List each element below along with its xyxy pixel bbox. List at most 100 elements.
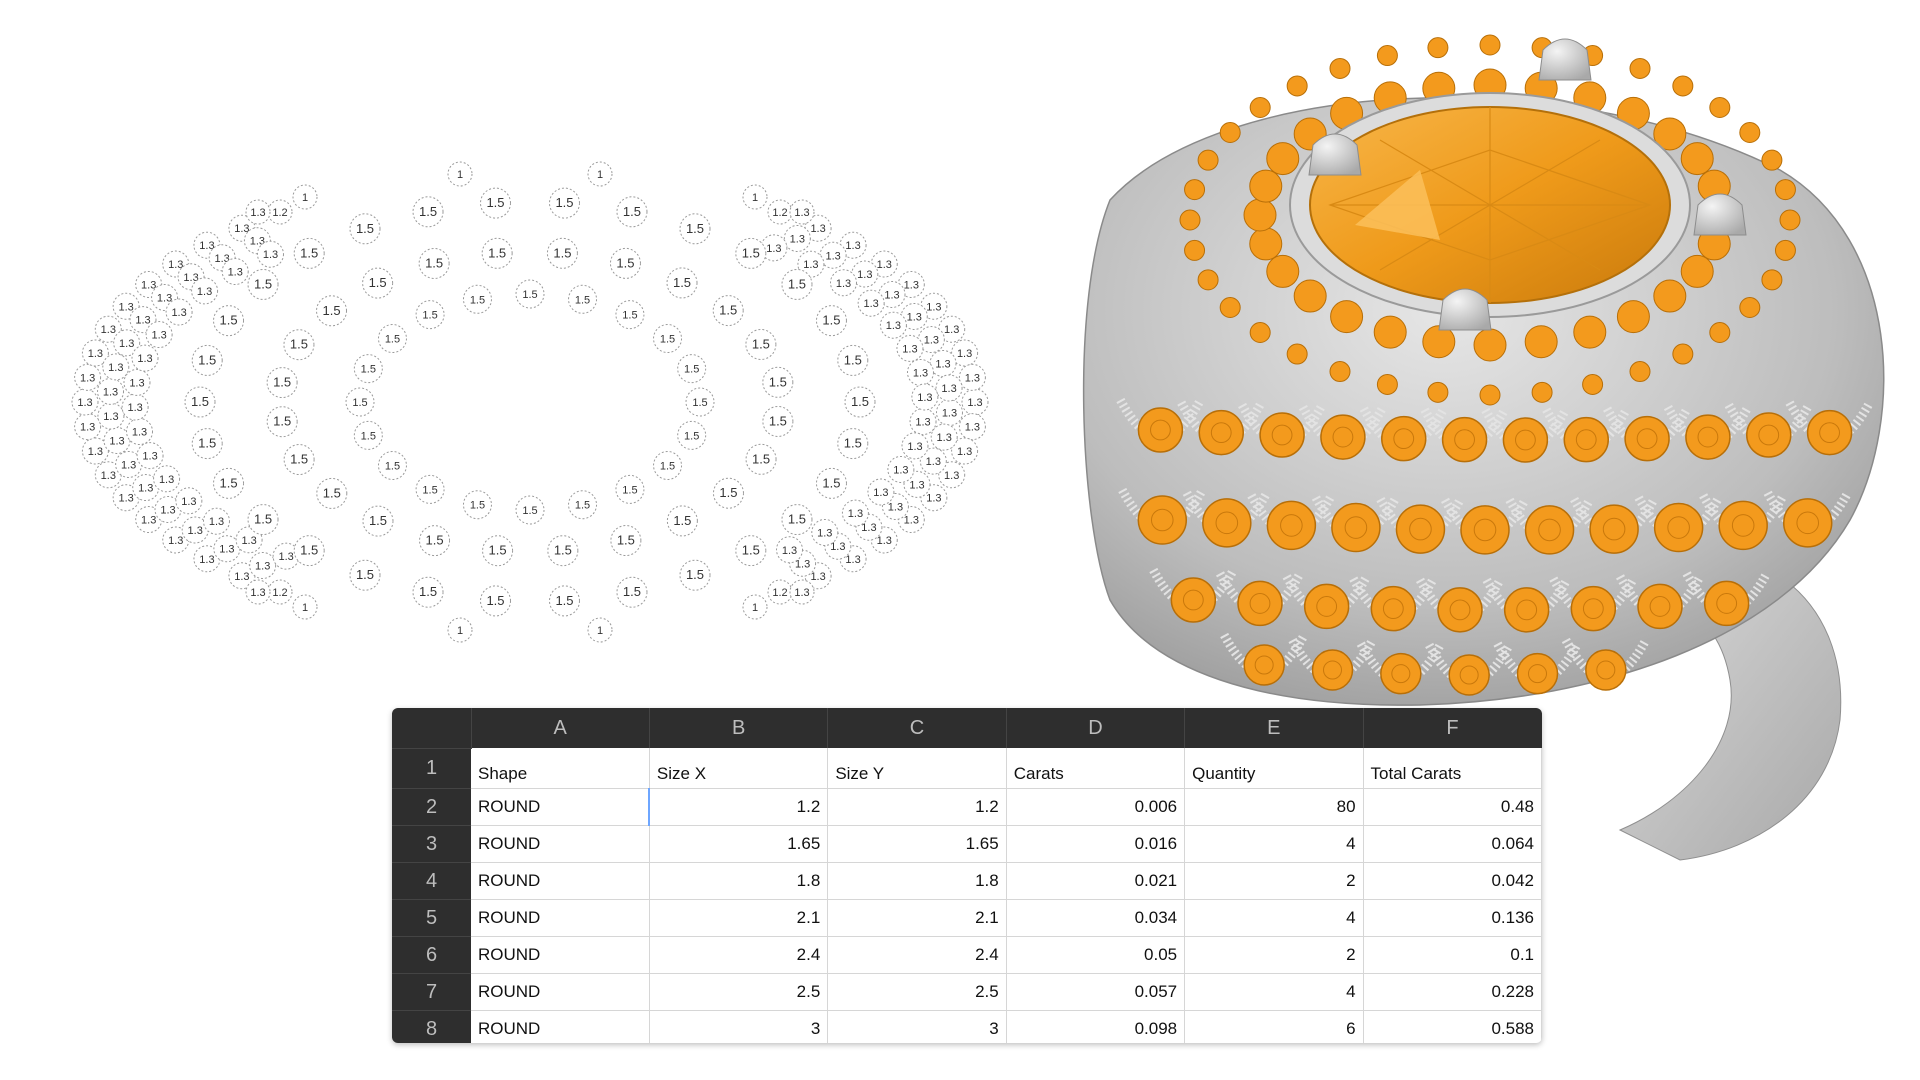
cell-quantity-header[interactable]: Quantity [1184,748,1364,789]
cell-size-y[interactable]: 2.5 [827,973,1007,1011]
cell-quantity[interactable]: 6 [1184,1010,1364,1043]
row-header[interactable]: 6 [392,936,471,974]
cell-size-y[interactable]: 1.8 [827,862,1007,900]
cell-size-y[interactable]: 1.65 [827,825,1007,863]
cell-size-y-header[interactable]: Size Y [827,748,1007,789]
row-header[interactable]: 5 [392,899,471,937]
stone-size-label: 1.3 [794,587,809,599]
row-header[interactable]: 4 [392,862,471,900]
cell-quantity[interactable]: 4 [1184,973,1364,1011]
cell-quantity[interactable]: 2 [1184,862,1364,900]
cell-carats[interactable]: 0.034 [1006,899,1186,937]
stone-size-label: 1.5 [822,475,840,490]
stone-size-label: 1.5 [692,397,707,409]
stone-marker: 1.3 [228,562,256,590]
stone-size-label: 1.3 [941,383,956,395]
stone-marker: 1.3 [112,484,140,512]
column-header-e[interactable]: E [1184,708,1364,748]
gem-facet [1758,424,1780,446]
table-row: 3 ROUND 1.65 1.65 0.016 4 0.064 [392,825,1542,863]
stone-marker: 1.3 [839,231,867,259]
table-row: 6 ROUND 2.4 2.4 0.05 2 0.1 [392,936,1542,974]
outer-halo-gem [1329,57,1351,79]
stone-size-label: 1.3 [121,459,136,471]
stone-marker: 1.3 [887,455,915,483]
row-header[interactable]: 3 [392,825,471,863]
cell-size-x[interactable]: 2.4 [649,936,829,974]
cell-size-x[interactable]: 3 [649,1010,829,1043]
stone-size-label: 1.5 [622,484,637,496]
cell-total-carats[interactable]: 0.1 [1363,936,1542,974]
cell-size-y[interactable]: 3 [827,1010,1007,1043]
cell-carats[interactable]: 0.057 [1006,973,1186,1011]
outer-halo-gem [1197,269,1219,291]
cell-carats[interactable]: 0.021 [1006,862,1186,900]
cell-total-carats[interactable]: 0.064 [1363,825,1542,863]
cell-shape[interactable]: ROUND [471,973,650,1011]
cell-size-x[interactable]: 1.2 [648,788,829,826]
stone-marker: 1.3 [102,353,130,381]
row-header[interactable]: 7 [392,973,471,1011]
cell-quantity[interactable]: 2 [1184,936,1364,974]
stone-marker: 1.5 [482,535,514,567]
cell-size-x[interactable]: 2.5 [649,973,829,1011]
cell-size-x[interactable]: 1.8 [649,862,829,900]
column-header-f[interactable]: F [1362,708,1542,748]
column-header-c[interactable]: C [827,708,1007,748]
stone-size-label: 1.3 [241,535,256,547]
cell-size-y[interactable]: 2.1 [827,899,1007,937]
column-header-a[interactable]: A [470,708,650,748]
stone-size-label: 1 [597,625,603,637]
cell-carats[interactable]: 0.05 [1006,936,1186,974]
stone-size-label: 1 [752,602,758,614]
cell-quantity[interactable]: 4 [1184,899,1364,937]
gem-facet [1516,599,1538,621]
bead-scallop [1349,576,1438,621]
row-header[interactable]: 1 [392,747,471,789]
cell-size-x[interactable]: 1.65 [649,825,829,863]
stone-size-label: 1.3 [907,441,922,453]
cell-carats-header[interactable]: Carats [1006,748,1186,789]
cell-shape[interactable]: ROUND [471,936,650,974]
stone-size-label: 1.3 [909,479,924,491]
cell-shape[interactable]: ROUND [471,899,650,937]
stone-size-label: 1.5 [361,430,376,442]
stone-size-label: 1.3 [926,301,941,313]
column-header-b[interactable]: B [648,708,828,748]
cell-shape[interactable]: ROUND [471,825,650,863]
stone-marker: 1.3 [951,339,979,367]
stone-size-label: 1 [597,169,603,181]
column-header-d[interactable]: D [1005,708,1185,748]
cell-shape[interactable]: ROUND [471,862,650,900]
row-header[interactable]: 8 [392,1010,471,1043]
stone-marker: 1.3 [94,461,122,489]
cell-quantity[interactable]: 80 [1184,788,1364,826]
stone-marker: 1.3 [938,461,966,489]
stone-marker: 1.3 [857,289,885,317]
cell-carats[interactable]: 0.006 [1006,788,1186,826]
gem-facet [1323,660,1342,680]
cell-shape[interactable]: ROUND [471,788,650,826]
cell-carats[interactable]: 0.098 [1006,1010,1186,1043]
stone-size-label: 1.5 [254,276,272,291]
stone-size-label: 1.3 [965,422,980,434]
cell-size-y[interactable]: 2.4 [827,936,1007,974]
cell-total-carats[interactable]: 0.042 [1363,862,1542,900]
cell-shape[interactable]: ROUND [471,1010,650,1043]
stone-marker: 1.5 [615,300,645,330]
cell-size-x-header[interactable]: Size X [649,748,829,789]
cell-size-y[interactable]: 1.2 [827,788,1007,826]
cell-size-x[interactable]: 2.1 [649,899,829,937]
cell-quantity[interactable]: 4 [1184,825,1364,863]
cell-total-carats[interactable]: 0.228 [1363,973,1542,1011]
stone-size-label: 1.3 [904,515,919,527]
cell-total-carats-header[interactable]: Total Carats [1363,748,1542,789]
row-header[interactable]: 2 [392,788,471,826]
cell-total-carats[interactable]: 0.48 [1363,788,1542,826]
cell-carats[interactable]: 0.016 [1006,825,1186,863]
stone-size-label: 1.5 [686,221,704,236]
cell-total-carats[interactable]: 0.136 [1363,899,1542,937]
cell-shape-header[interactable]: Shape [471,748,650,789]
cell-total-carats[interactable]: 0.588 [1363,1010,1542,1043]
corner-cell[interactable] [392,708,471,748]
